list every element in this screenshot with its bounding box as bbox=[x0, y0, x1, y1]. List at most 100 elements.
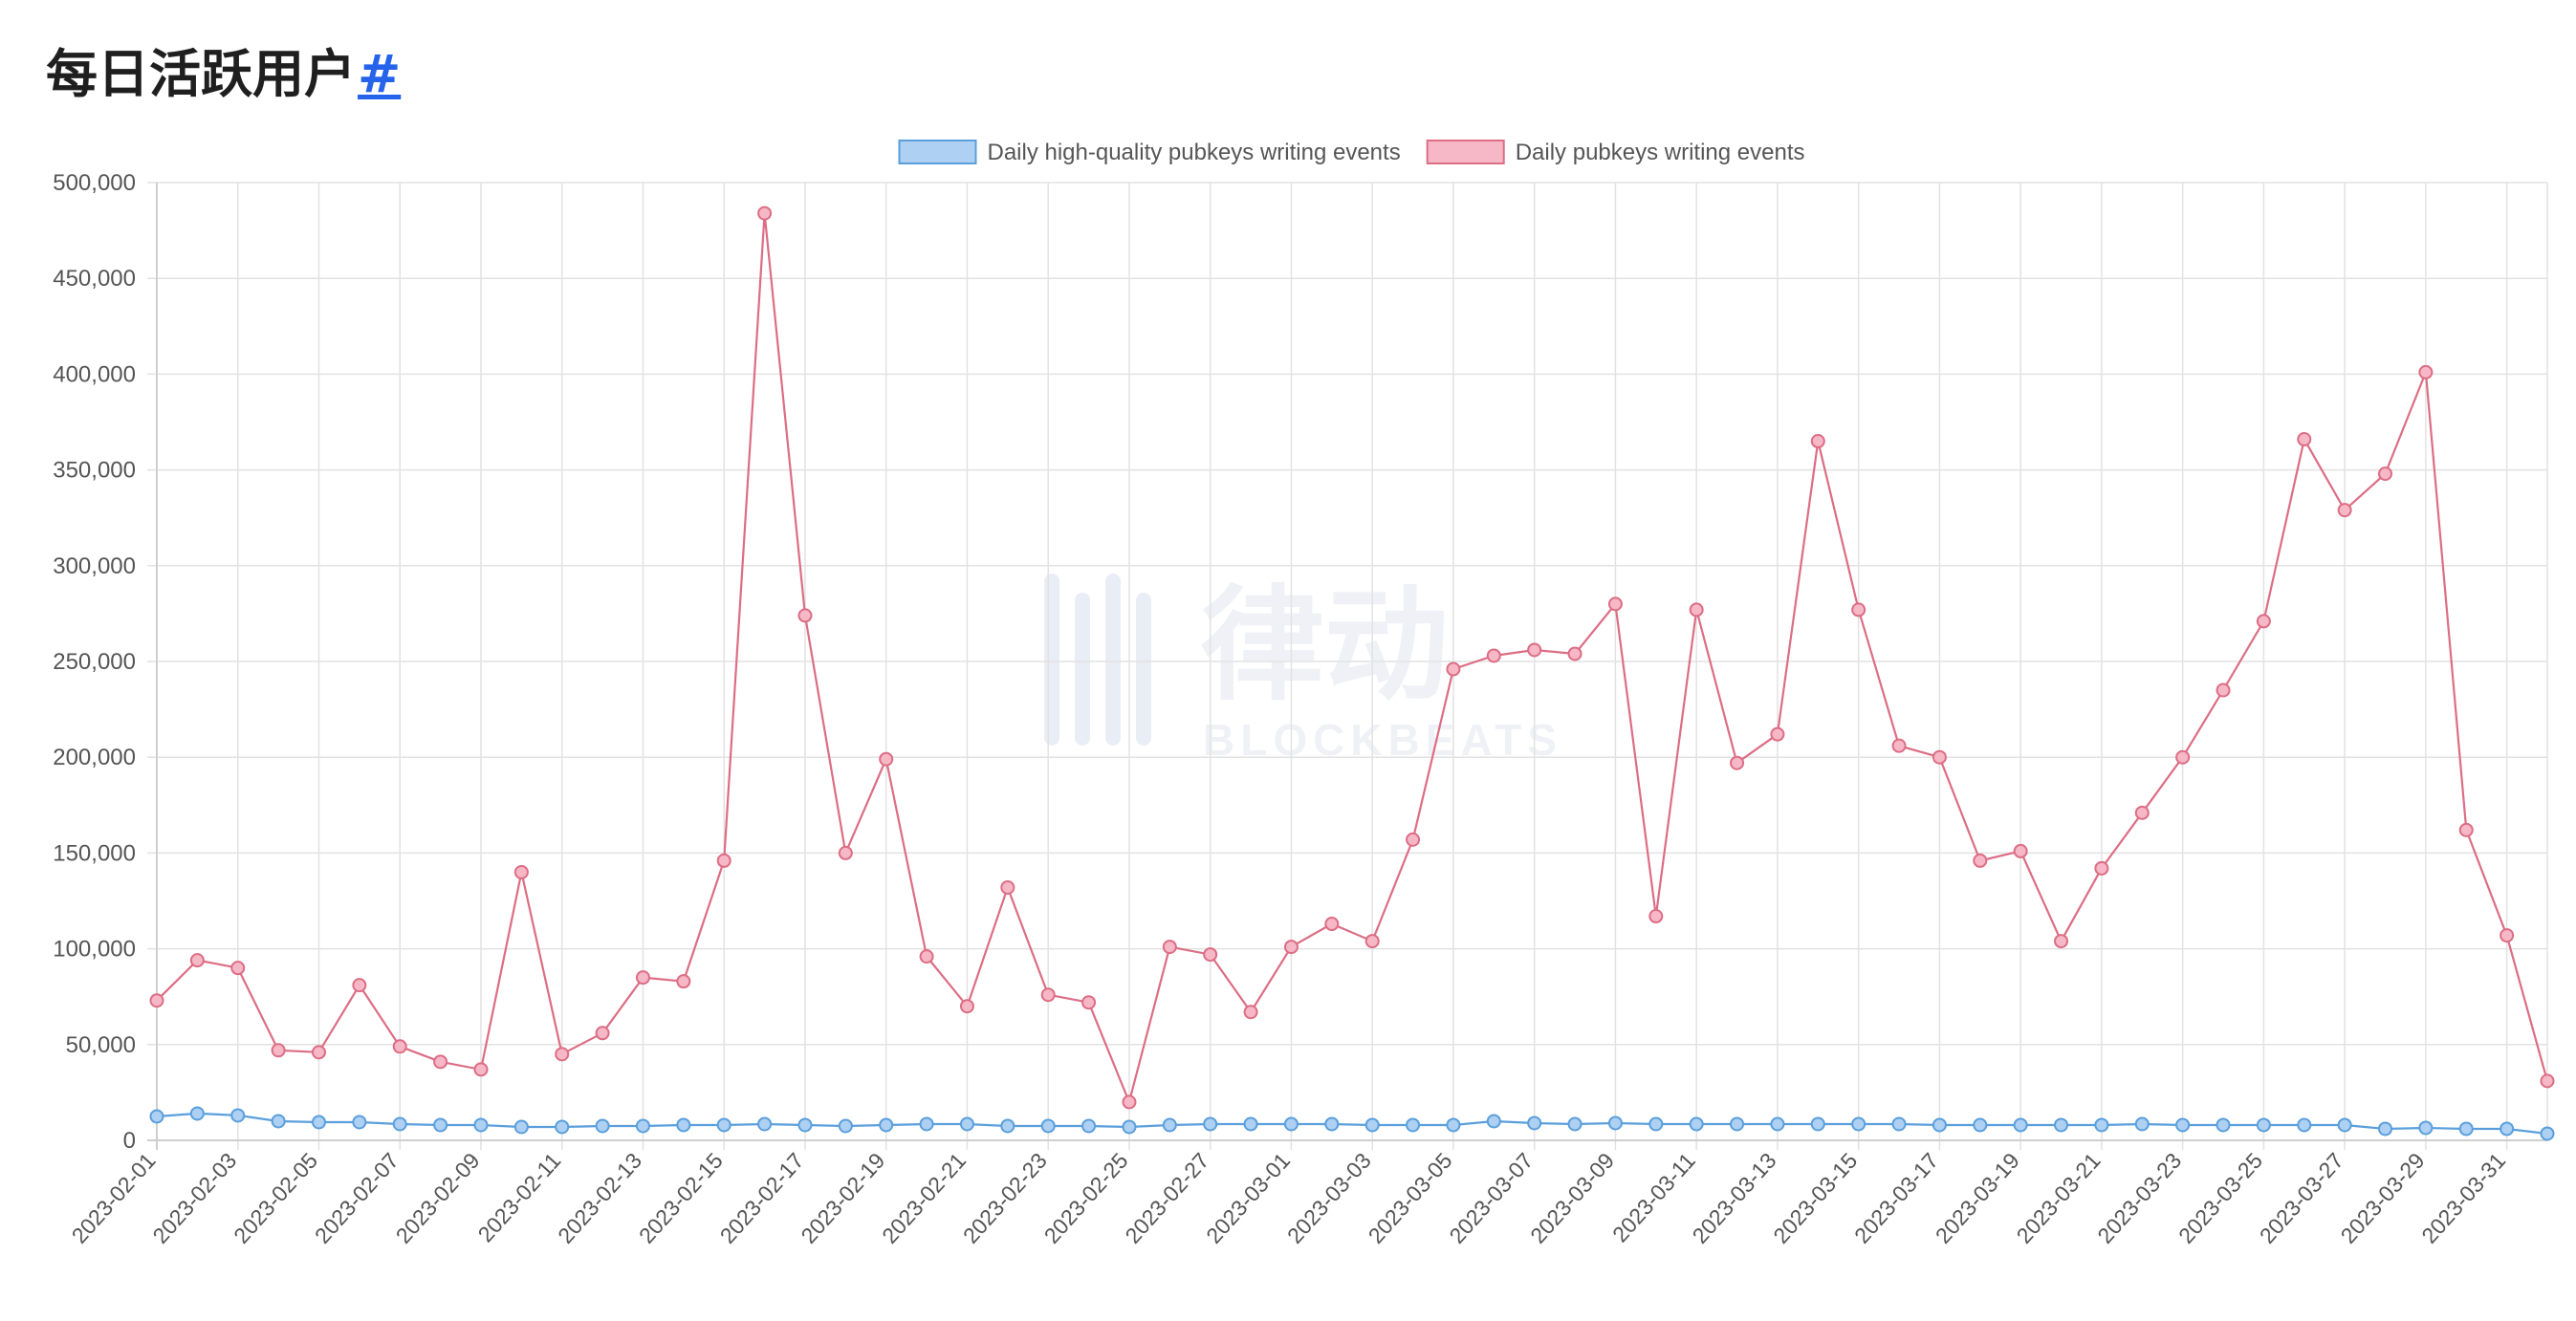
data-point bbox=[1000, 1118, 1015, 1134]
data-point bbox=[1730, 755, 1745, 770]
data-point bbox=[1689, 1116, 1704, 1132]
x-tick-label: 2023-03-03 bbox=[1282, 1148, 1376, 1248]
x-tick-label: 2023-02-01 bbox=[67, 1148, 161, 1248]
y-tick-label: 0 bbox=[123, 1128, 136, 1154]
data-point bbox=[1607, 1115, 1623, 1131]
data-point bbox=[1648, 909, 1664, 924]
x-tick-label: 2023-03-15 bbox=[1768, 1148, 1862, 1248]
data-point bbox=[433, 1117, 448, 1133]
x-tick-label: 2023-03-09 bbox=[1525, 1148, 1619, 1248]
data-point bbox=[271, 1043, 286, 1058]
data-point bbox=[2013, 843, 2028, 858]
x-tick-label: 2023-02-03 bbox=[147, 1148, 241, 1248]
y-tick-label: 150,000 bbox=[53, 840, 136, 866]
data-point bbox=[2134, 1116, 2150, 1132]
x-tick-label: 2023-03-23 bbox=[2092, 1148, 2186, 1248]
watermark-logo-bar bbox=[1075, 593, 1090, 746]
data-point bbox=[919, 949, 934, 964]
x-tick-label: 2023-03-01 bbox=[1201, 1148, 1295, 1248]
data-point bbox=[2175, 749, 2191, 765]
watermark-logo-bar bbox=[1044, 574, 1059, 746]
data-point bbox=[1243, 1005, 1258, 1020]
data-point bbox=[595, 1118, 610, 1134]
y-tick-label: 350,000 bbox=[53, 458, 136, 484]
data-point bbox=[513, 864, 529, 879]
data-point bbox=[2378, 466, 2393, 482]
data-point bbox=[2418, 1120, 2434, 1136]
data-point bbox=[1607, 596, 1623, 612]
data-point bbox=[433, 1054, 448, 1070]
data-point bbox=[352, 978, 367, 993]
data-point bbox=[797, 1117, 813, 1133]
data-point bbox=[1283, 940, 1299, 955]
legend-swatch bbox=[1426, 140, 1505, 164]
x-tick-label: 2023-02-17 bbox=[715, 1148, 809, 1248]
heading-anchor-link[interactable]: # bbox=[358, 44, 402, 104]
data-point bbox=[757, 1116, 773, 1132]
data-point bbox=[676, 974, 691, 989]
data-point bbox=[2256, 1117, 2271, 1133]
data-point bbox=[879, 1117, 894, 1133]
y-tick-label: 100,000 bbox=[53, 937, 136, 963]
x-tick-label: 2023-03-25 bbox=[2173, 1148, 2267, 1248]
data-point bbox=[879, 751, 894, 767]
data-point bbox=[2297, 1117, 2312, 1133]
data-point bbox=[1851, 1116, 1867, 1132]
data-point bbox=[1527, 642, 1542, 658]
x-tick-label: 2023-03-21 bbox=[2012, 1148, 2106, 1248]
y-tick-label: 250,000 bbox=[53, 649, 136, 675]
data-point bbox=[1324, 1116, 1340, 1132]
y-tick-label: 300,000 bbox=[53, 553, 136, 579]
data-point bbox=[1973, 1117, 1988, 1133]
data-point bbox=[1040, 987, 1056, 1003]
data-point bbox=[149, 1109, 164, 1124]
data-point bbox=[2540, 1126, 2555, 1141]
watermark-logo-bar bbox=[1105, 574, 1121, 746]
x-tick-label: 2023-02-09 bbox=[391, 1148, 485, 1248]
data-point bbox=[352, 1115, 367, 1130]
data-point bbox=[2094, 1117, 2109, 1133]
data-point bbox=[716, 853, 731, 868]
x-tick-label: 2023-02-19 bbox=[796, 1148, 889, 1248]
x-tick-label: 2023-03-05 bbox=[1364, 1148, 1457, 1248]
data-point bbox=[838, 845, 853, 860]
data-point bbox=[1810, 1116, 1825, 1132]
data-point bbox=[1891, 1116, 1907, 1132]
data-point bbox=[635, 1118, 650, 1134]
x-tick-label: 2023-02-27 bbox=[1120, 1148, 1213, 1248]
y-tick-label: 450,000 bbox=[53, 266, 136, 292]
data-point bbox=[2540, 1073, 2555, 1089]
data-point bbox=[1567, 646, 1583, 661]
data-point bbox=[959, 1116, 974, 1132]
x-tick-label: 2023-03-13 bbox=[1688, 1148, 1781, 1248]
y-tick-label: 400,000 bbox=[53, 361, 136, 387]
data-point bbox=[230, 1108, 246, 1123]
x-tick-label: 2023-03-31 bbox=[2416, 1148, 2510, 1248]
data-point bbox=[635, 970, 650, 985]
data-point bbox=[2054, 1117, 2069, 1133]
watermark-sub-text: BLOCKBEATS bbox=[1203, 715, 1562, 765]
data-point bbox=[1567, 1116, 1583, 1132]
series-1 bbox=[149, 206, 2555, 1110]
data-point bbox=[1283, 1116, 1299, 1132]
x-tick-label: 2023-02-15 bbox=[634, 1148, 728, 1248]
data-point bbox=[2216, 1117, 2231, 1133]
x-tick-label: 2023-03-11 bbox=[1607, 1148, 1700, 1247]
data-point bbox=[676, 1117, 691, 1133]
data-point bbox=[1730, 1116, 1745, 1132]
data-point bbox=[1406, 1117, 1421, 1133]
data-point bbox=[1486, 648, 1501, 663]
data-point bbox=[2418, 364, 2434, 379]
legend-label: Daily pubkeys writing events bbox=[1516, 140, 1805, 165]
watermark-brand-text: 律动 bbox=[1200, 575, 1449, 715]
data-point bbox=[189, 953, 205, 968]
data-point bbox=[1122, 1119, 1137, 1135]
data-point bbox=[1446, 1117, 1461, 1133]
watermark-logo-bar bbox=[1136, 593, 1151, 746]
data-point bbox=[1243, 1116, 1258, 1132]
x-tick-label: 2023-03-19 bbox=[1931, 1148, 2024, 1248]
data-point bbox=[1364, 934, 1380, 949]
data-point bbox=[2134, 805, 2150, 820]
data-point bbox=[1973, 853, 1988, 868]
data-point bbox=[1648, 1116, 1664, 1132]
